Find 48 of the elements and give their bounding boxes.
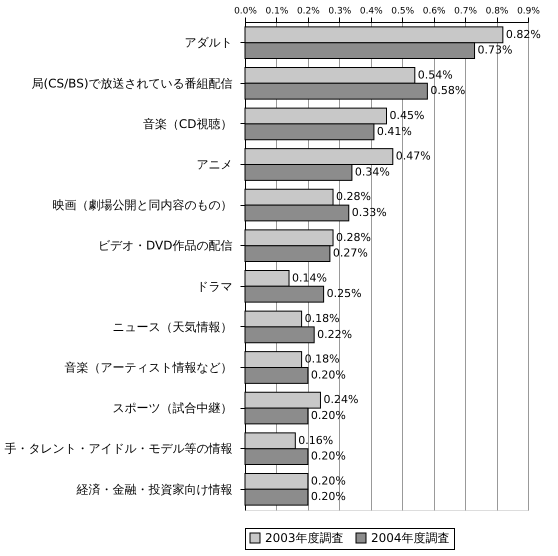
data-label: 0.28% (336, 230, 371, 244)
data-label: 0.20% (310, 368, 346, 382)
x-tick-label: 0.2% (296, 6, 320, 16)
y-tick-label: 音楽（アーティスト情報など） (64, 360, 232, 374)
y-tick-label: 音楽（CD視聴） (142, 116, 232, 131)
x-tick-label: 0.1% (266, 6, 289, 16)
data-label: 0.58% (430, 84, 466, 98)
legend-label: 2003年度調査 (265, 531, 344, 545)
y-tick-label: ビデオ・DVD作品の配信 (98, 238, 232, 253)
data-label: 0.14% (292, 271, 327, 284)
data-label: 0.27% (332, 246, 368, 260)
data-label: 0.34% (354, 165, 390, 178)
y-tick-label: アニメ (196, 158, 232, 172)
y-tick-label: 経済・金融・投資家向け情報 (76, 482, 232, 496)
data-label: 0.22% (317, 328, 352, 341)
x-tick-label: 0.4% (360, 6, 384, 16)
data-label: 0.24% (323, 393, 358, 406)
data-label: 0.25% (326, 287, 362, 300)
y-tick-label: 映画（劇場公開と同内容のもの） (52, 198, 232, 212)
data-label: 0.41% (376, 124, 412, 138)
x-tick-label: 0.7% (454, 6, 478, 16)
y-tick-label: ドラマ (196, 279, 232, 294)
x-tick-label: 0.5% (391, 6, 415, 16)
x-tick-label: 0.0% (234, 6, 258, 16)
x-tick-label: 0.6% (422, 6, 446, 16)
legend-label: 2004年度調査 (371, 531, 450, 545)
data-label: 0.28% (336, 190, 371, 204)
y-tick-label: スポーツ（試合中継） (112, 401, 232, 416)
data-label: 0.16% (298, 434, 334, 447)
y-tick-label: 局(CS/BS)で放送されている番組配信 (31, 76, 232, 90)
data-label: 0.18% (304, 352, 340, 366)
data-label: 0.45% (390, 108, 424, 122)
data-label: 0.54% (418, 68, 453, 82)
data-label: 0.20% (310, 474, 346, 488)
data-label: 0.82% (506, 28, 541, 41)
y-tick-label: ニュース（天気情報） (112, 320, 232, 334)
x-tick-label: 0.3% (328, 6, 352, 16)
y-tick-label: アダルト (184, 36, 232, 50)
data-label: 0.20% (310, 409, 346, 422)
data-label: 0.73% (478, 44, 512, 57)
data-label: 0.20% (310, 450, 346, 463)
data-label: 0.20% (310, 490, 346, 504)
data-label: 0.18% (304, 312, 340, 325)
data-label: 0.33% (352, 206, 387, 220)
y-tick-label: 手・タレント・アイドル・モデル等の情報 (4, 442, 232, 456)
data-label: 0.47% (396, 150, 431, 163)
x-tick-label: 0.9% (517, 6, 540, 16)
x-tick-label: 0.8% (486, 6, 509, 16)
